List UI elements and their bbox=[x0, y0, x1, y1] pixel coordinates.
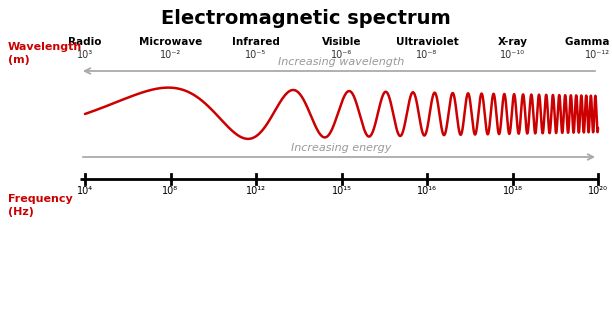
Text: Wavelength
(m): Wavelength (m) bbox=[8, 42, 82, 65]
Text: 10⁻¹⁰: 10⁻¹⁰ bbox=[500, 50, 525, 60]
Text: 10¹⁶: 10¹⁶ bbox=[417, 186, 437, 196]
Text: 10⁻⁸: 10⁻⁸ bbox=[416, 50, 438, 60]
Text: 10⁻⁵: 10⁻⁵ bbox=[245, 50, 267, 60]
Text: Visible: Visible bbox=[322, 37, 361, 47]
Text: 10²⁰: 10²⁰ bbox=[588, 186, 608, 196]
Text: Gamma ray: Gamma ray bbox=[565, 37, 612, 47]
Text: 10⁻¹²: 10⁻¹² bbox=[586, 50, 611, 60]
Text: 10³: 10³ bbox=[77, 50, 93, 60]
Text: 10¹²: 10¹² bbox=[246, 186, 266, 196]
Text: 10⁻⁶: 10⁻⁶ bbox=[331, 50, 352, 60]
Text: 10¹⁸: 10¹⁸ bbox=[502, 186, 523, 196]
Text: Frequency
(Hz): Frequency (Hz) bbox=[8, 194, 73, 217]
Text: 10⁻²: 10⁻² bbox=[160, 50, 181, 60]
Text: X-ray: X-ray bbox=[498, 37, 528, 47]
Text: Microwave: Microwave bbox=[139, 37, 202, 47]
Text: Ultraviolet: Ultraviolet bbox=[395, 37, 458, 47]
Text: Increasing energy: Increasing energy bbox=[291, 143, 392, 153]
Text: Radio: Radio bbox=[69, 37, 102, 47]
Text: 10¹⁵: 10¹⁵ bbox=[332, 186, 351, 196]
Text: Infrared: Infrared bbox=[232, 37, 280, 47]
Text: Electromagnetic spectrum: Electromagnetic spectrum bbox=[161, 9, 451, 28]
Text: 10⁴: 10⁴ bbox=[77, 186, 93, 196]
Text: 10⁸: 10⁸ bbox=[162, 186, 179, 196]
Text: Increasing wavelength: Increasing wavelength bbox=[278, 57, 405, 67]
